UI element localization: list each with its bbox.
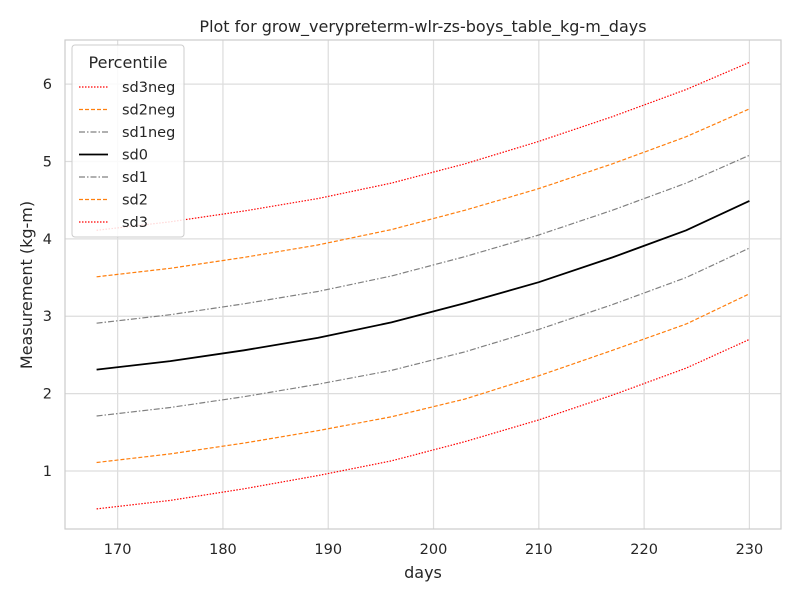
legend-label-sd3neg: sd3neg xyxy=(122,80,175,96)
legend-label-sd3: sd3 xyxy=(122,215,148,231)
y-tick-label: 3 xyxy=(43,309,52,325)
y-tick-label: 1 xyxy=(43,464,52,480)
x-tick-label: 200 xyxy=(420,542,448,558)
y-tick-label: 5 xyxy=(43,154,52,170)
legend-label-sd2neg: sd2neg xyxy=(122,103,175,119)
x-tick-label: 170 xyxy=(104,542,132,558)
series-line-sd2 xyxy=(96,108,750,278)
x-tick-label: 230 xyxy=(736,542,764,558)
series-line-sd2neg xyxy=(96,293,750,464)
series-line-sd1neg xyxy=(96,247,750,417)
y-tick-label: 4 xyxy=(43,232,52,248)
series-line-sd0 xyxy=(96,200,750,371)
series-lines xyxy=(96,61,750,510)
chart-title: Plot for grow_verypreterm-wlr-zs-boys_ta… xyxy=(199,17,646,37)
series-line-sd3neg xyxy=(96,338,750,510)
x-tick-label: 180 xyxy=(209,542,237,558)
legend-label-sd2: sd2 xyxy=(122,193,148,209)
series-line-sd1 xyxy=(96,154,750,324)
legend-box xyxy=(71,44,185,238)
y-tick-label: 6 xyxy=(43,77,52,93)
x-tick-label: 220 xyxy=(630,542,658,558)
y-axis-label: Measurement (kg-m) xyxy=(17,201,36,369)
y-tick-label: 2 xyxy=(43,387,52,403)
x-tick-label: 190 xyxy=(314,542,342,558)
legend-label-sd0: sd0 xyxy=(122,148,148,164)
tick-labels: 170 180 190 200 210 220 230 1 2 3 4 5 6 xyxy=(43,77,763,558)
legend: Percentile sd3neg sd2neg sd1neg sd0 sd1 sd2 sd… xyxy=(71,44,185,238)
legend-label-sd1neg: sd1neg xyxy=(122,125,175,141)
series-line-sd3 xyxy=(96,61,750,231)
plot-frame xyxy=(64,39,782,530)
legend-label-sd1: sd1 xyxy=(122,170,148,186)
legend-title: Percentile xyxy=(89,53,168,72)
x-axis-label: days xyxy=(404,563,442,582)
x-tick-label: 210 xyxy=(525,542,553,558)
